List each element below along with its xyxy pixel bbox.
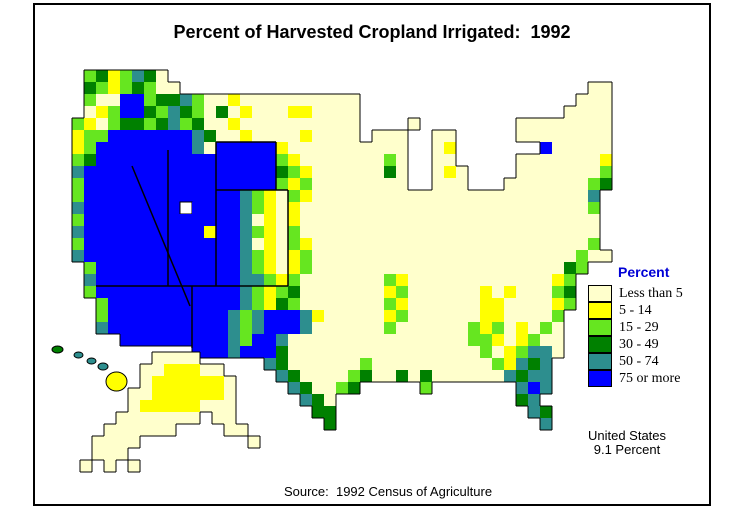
legend-item-label: 5 - 14 (619, 302, 652, 318)
legend-swatch-30-49 (588, 336, 612, 353)
legend-item-label: 50 - 74 (619, 353, 659, 369)
us-total-line1: United States (587, 428, 667, 443)
legend-item: Less than 5 (588, 285, 683, 302)
us-total-line2: 9.1 Percent (593, 442, 661, 457)
legend-item: 75 or more (588, 370, 683, 387)
legend-title: Percent (618, 264, 670, 280)
legend-item-label: Less than 5 (619, 285, 683, 301)
page-title: Percent of Harvested Cropland Irrigated:… (173, 22, 571, 42)
legend-item-label: 75 or more (619, 370, 681, 386)
legend-swatch-50-74 (588, 353, 612, 370)
legend-item-label: 30 - 49 (619, 336, 659, 352)
legend-item: 50 - 74 (588, 353, 683, 370)
legend-swatch-75-or-more (588, 370, 612, 387)
legend-swatch-less-than-5 (588, 285, 612, 302)
legend-item-label: 15 - 29 (619, 319, 659, 335)
map-legend: Percent Less than 5 5 - 14 15 - 29 30 - … (588, 264, 683, 387)
legend-item: 30 - 49 (588, 336, 683, 353)
legend-swatch-5-14 (588, 302, 612, 319)
source-note: Source: 1992 Census of Agriculture (283, 484, 493, 499)
legend-swatch-15-29 (588, 319, 612, 336)
legend-item: 15 - 29 (588, 319, 683, 336)
us-total: United States 9.1 Percent (568, 429, 686, 457)
legend-item: 5 - 14 (588, 302, 683, 319)
